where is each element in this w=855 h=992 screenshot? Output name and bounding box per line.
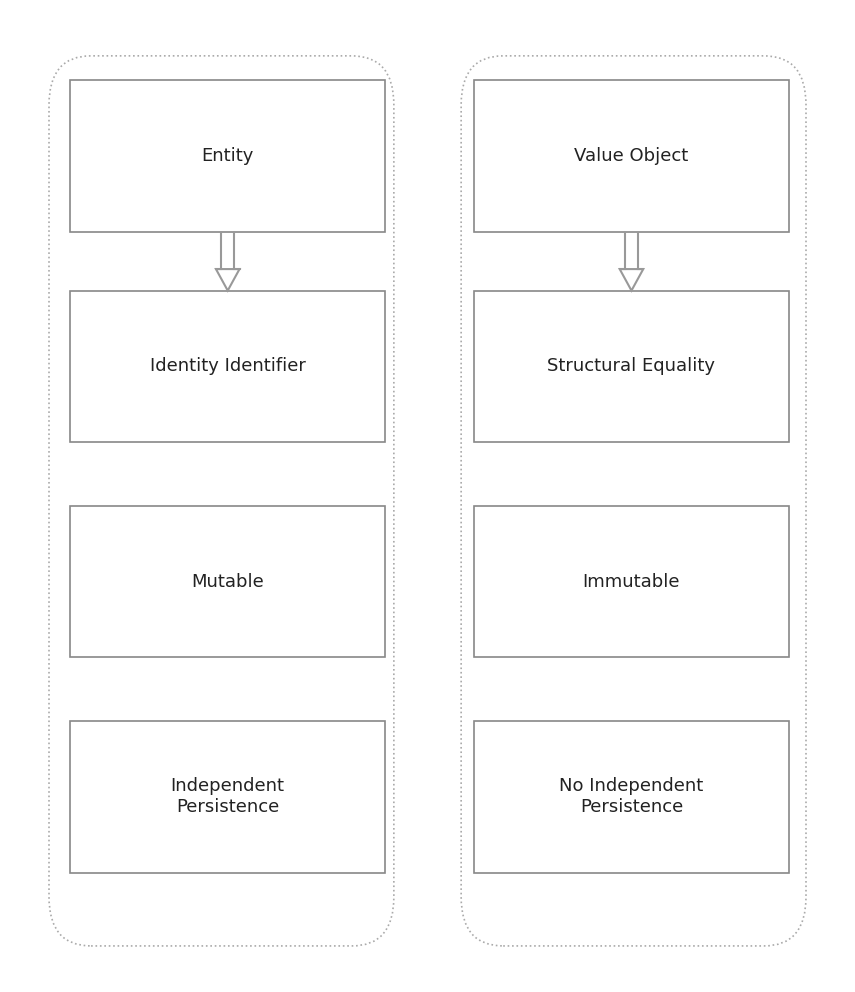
Text: Independent
Persistence: Independent Persistence [171, 778, 285, 816]
FancyBboxPatch shape [474, 721, 789, 873]
Polygon shape [216, 269, 239, 291]
FancyBboxPatch shape [474, 80, 789, 232]
Text: Mutable: Mutable [192, 572, 264, 590]
Text: Identity Identifier: Identity Identifier [150, 357, 306, 375]
FancyBboxPatch shape [70, 506, 386, 658]
Text: Entity: Entity [202, 147, 254, 165]
Polygon shape [620, 269, 643, 291]
FancyBboxPatch shape [70, 80, 386, 232]
Text: Immutable: Immutable [583, 572, 681, 590]
Text: Structural Equality: Structural Equality [547, 357, 716, 375]
FancyBboxPatch shape [70, 291, 386, 442]
FancyBboxPatch shape [70, 721, 386, 873]
FancyBboxPatch shape [474, 506, 789, 658]
FancyBboxPatch shape [474, 291, 789, 442]
Text: No Independent
Persistence: No Independent Persistence [559, 778, 704, 816]
Text: Value Object: Value Object [575, 147, 688, 165]
